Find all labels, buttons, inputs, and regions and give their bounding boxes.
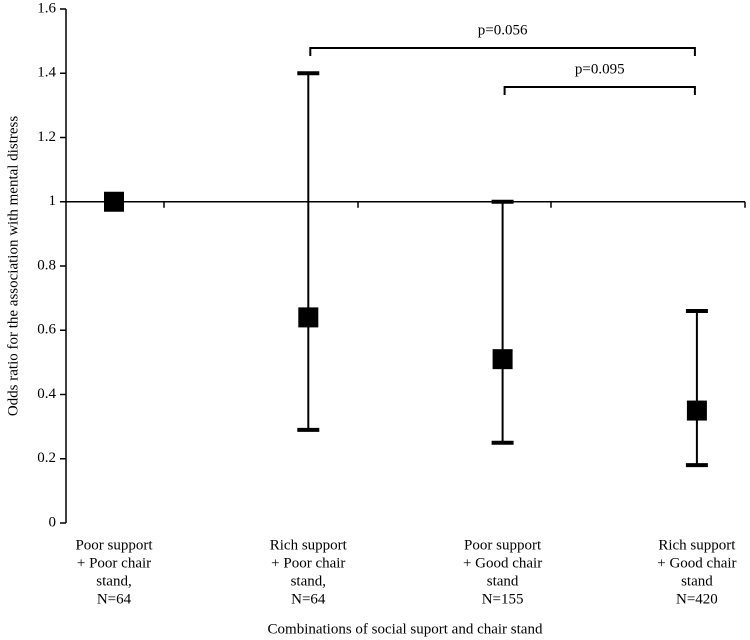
x-tick-label: Rich support — [658, 537, 736, 553]
y-tick-label: 0.2 — [37, 450, 56, 466]
x-tick-label: stand, — [96, 573, 131, 589]
significance-bracket — [503, 86, 696, 95]
y-tick-label: 0.4 — [37, 386, 56, 402]
x-tick-label: + Poor chair — [271, 555, 345, 571]
annotation: p=0.095 — [575, 61, 625, 77]
point-marker — [492, 349, 513, 370]
annotation: p=0.056 — [478, 22, 528, 38]
x-tick-label: stand — [487, 573, 519, 589]
x-tick-label: N=420 — [676, 591, 718, 607]
y-tick-label: 0 — [49, 514, 57, 530]
x-tick-label: + Good chair — [657, 555, 736, 571]
y-axis-title: Odds ratio for the association with ment… — [5, 116, 21, 417]
point-marker — [104, 191, 124, 212]
point-marker — [686, 400, 707, 421]
y-tick-label: 1.2 — [37, 129, 56, 145]
x-tick-label: stand — [681, 573, 713, 589]
x-tick-label: Poor support — [75, 537, 153, 553]
point-marker — [298, 307, 319, 328]
y-tick-label: 0.6 — [37, 322, 56, 338]
x-tick-label: Rich support — [270, 537, 348, 553]
x-tick-label: Poor support — [464, 537, 542, 553]
x-tick-label: + Good chair — [463, 555, 542, 571]
x-axis-title: Combinations of social suport and chair … — [268, 621, 543, 637]
significance-bracket — [309, 47, 696, 56]
x-tick-label: + Poor chair — [77, 555, 151, 571]
x-tick-label: N=64 — [291, 591, 326, 607]
x-tick-label: N=155 — [482, 591, 524, 607]
y-tick-label: 1.4 — [37, 65, 56, 81]
x-tick-label: stand, — [291, 573, 326, 589]
y-tick-label: 0.8 — [37, 257, 56, 273]
y-tick-label: 1 — [49, 193, 57, 209]
x-tick-label: N=64 — [97, 591, 132, 607]
y-tick-label: 1.6 — [37, 0, 56, 16]
